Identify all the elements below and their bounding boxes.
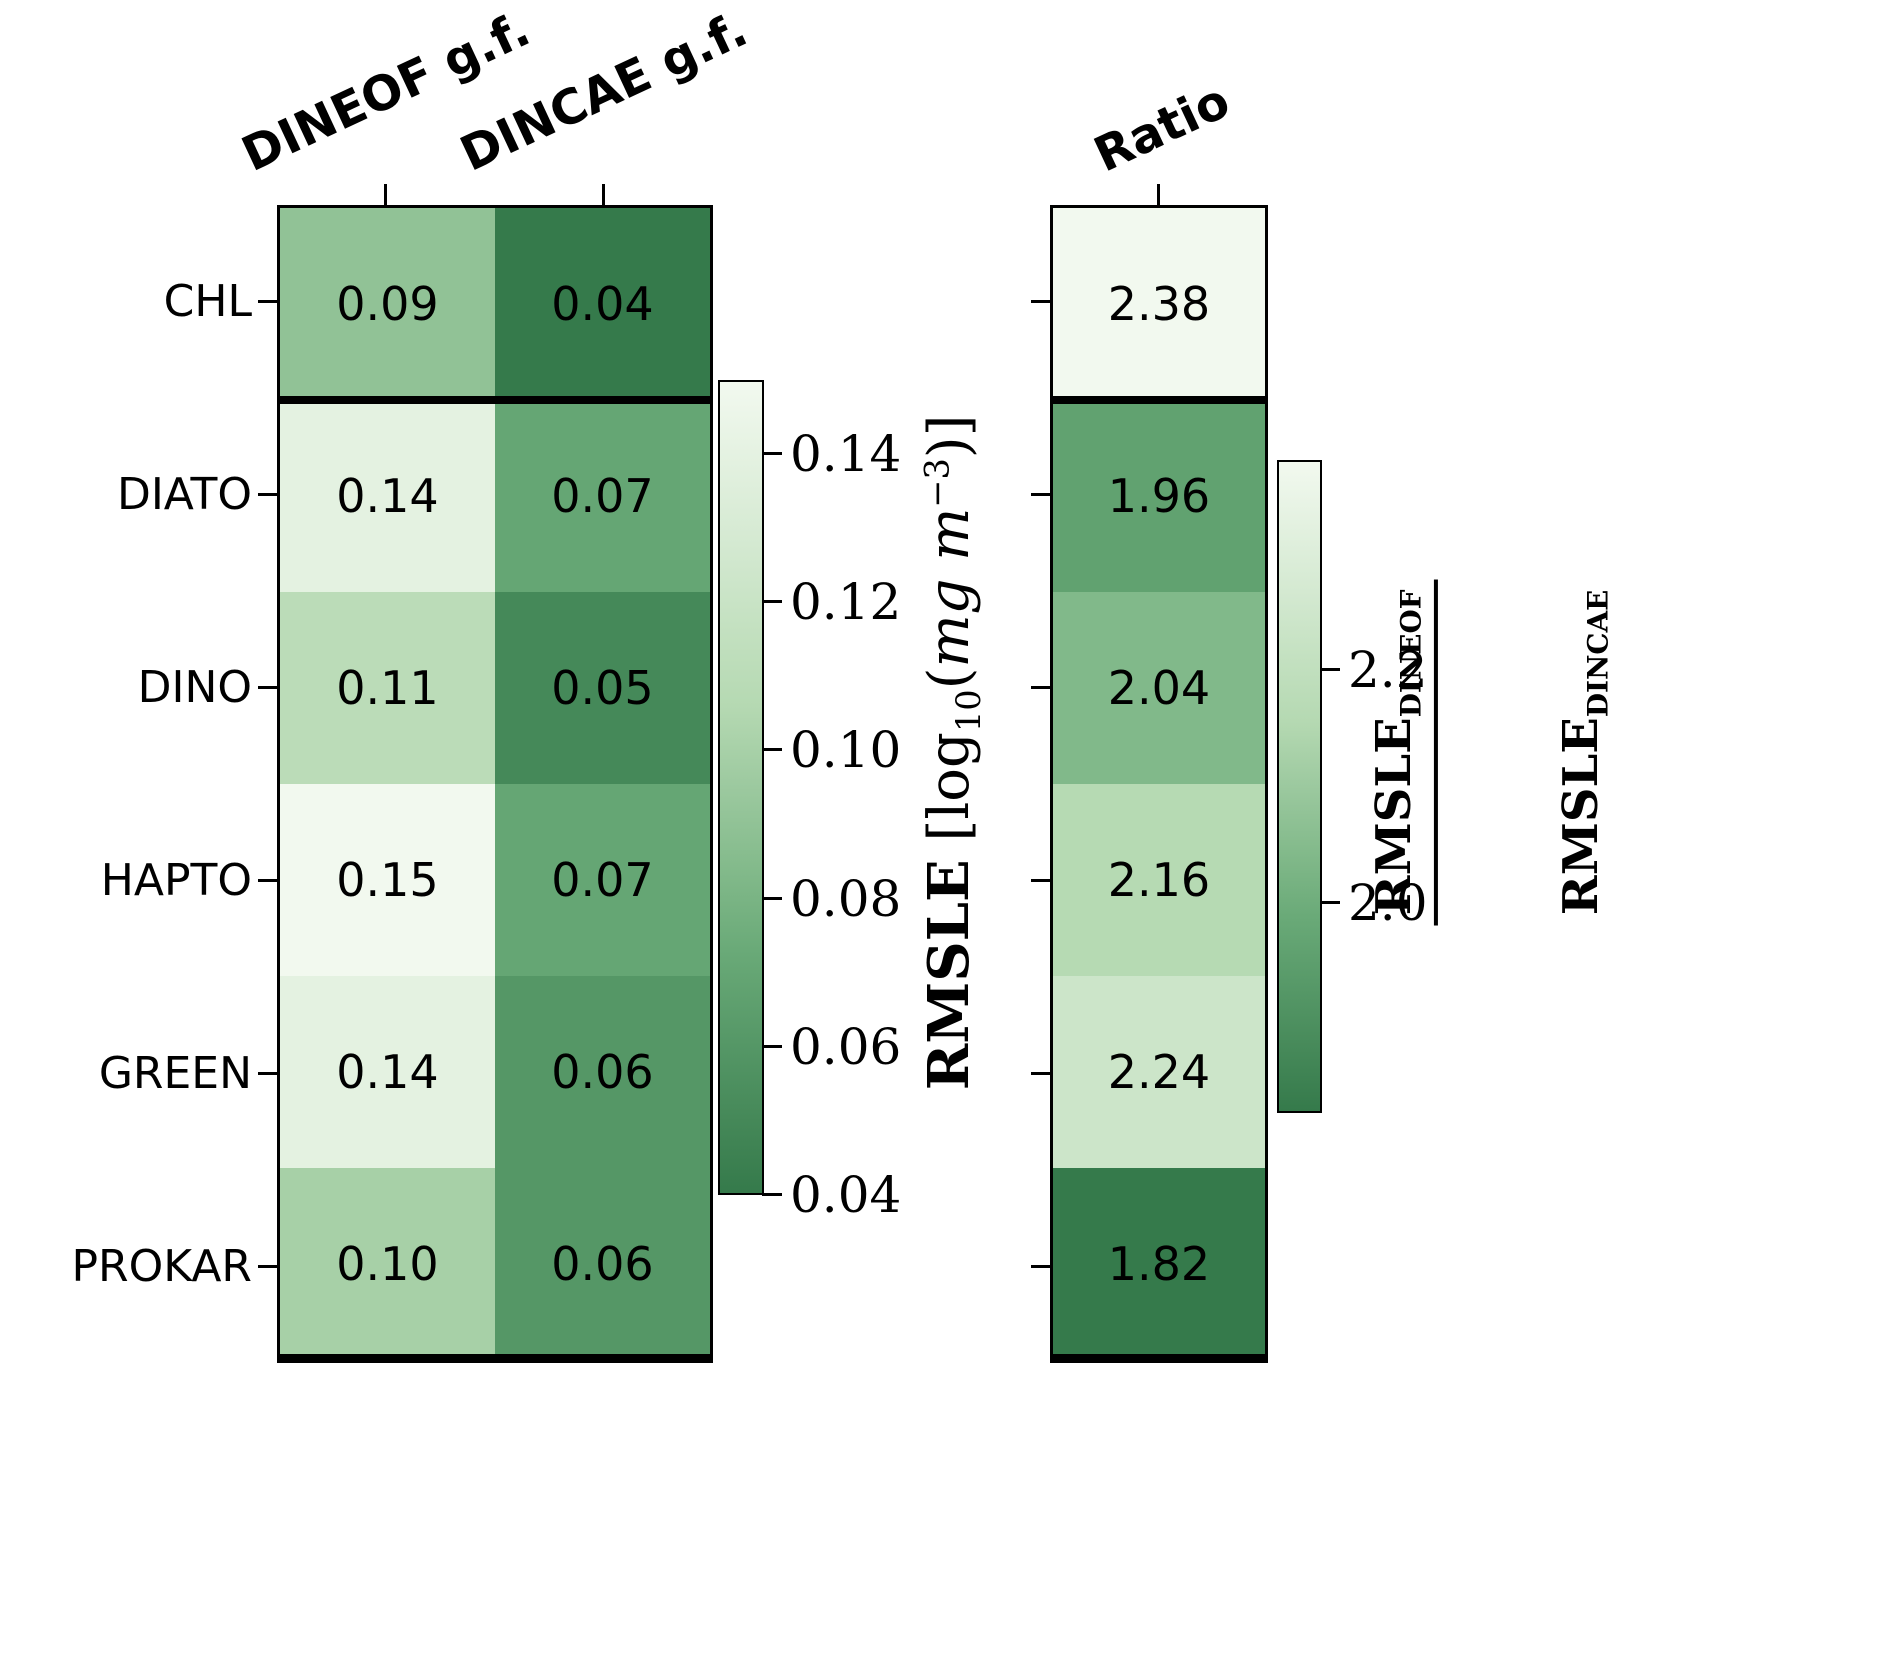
- colorbar-tick: [762, 748, 782, 752]
- rmsle-label-close: )]: [916, 414, 982, 459]
- rmsle-label-unit: mg m: [916, 507, 982, 668]
- heatmap-cell-dino-0: 0.11: [280, 592, 495, 784]
- row-tick: [1031, 1264, 1050, 1268]
- ratio-den-main: RMSLE: [1553, 717, 1610, 916]
- column-tick: [602, 184, 605, 205]
- heatmap-cell-green-0: 2.24: [1053, 976, 1265, 1168]
- colorbar-tick-label: 0.10: [790, 721, 902, 780]
- heatmap-cell-chl-1: 0.04: [495, 208, 710, 400]
- ratio-fraction-denominator: RMSLEDINCAE: [1548, 579, 1615, 925]
- row-label-prokar: PROKAR: [71, 1240, 253, 1292]
- colorbar-tick: [762, 600, 782, 604]
- colorbar-tick: [1320, 901, 1340, 905]
- ratio-fraction: RMSLEDINEOF RMSLEDINCAE: [1257, 579, 1725, 926]
- colorbar-tick: [762, 1193, 782, 1196]
- heatmap-cell-prokar-1: 0.06: [495, 1168, 710, 1360]
- heatmap-cell-diato-0: 1.96: [1053, 400, 1265, 592]
- colorbar-tick-label: 0.04: [790, 1166, 902, 1224]
- column-tick: [384, 184, 387, 205]
- row-tick: [1031, 1071, 1050, 1075]
- row-tick: [258, 492, 277, 496]
- heatmap-cell-diato-1: 0.07: [495, 400, 710, 592]
- rmsle-label-exp: −3: [917, 458, 957, 508]
- heatmap-cell-chl-0: 0.09: [280, 208, 495, 400]
- row-label-chl: CHL: [163, 275, 252, 327]
- colorbar-tick-label: 0.08: [790, 869, 902, 928]
- row-label-dino: DINO: [137, 661, 252, 713]
- row-label-diato: DIATO: [116, 468, 252, 520]
- heatmap-cell-green-0: 0.14: [280, 976, 495, 1168]
- heatmap-cell-dino-1: 0.05: [495, 592, 710, 784]
- rmsle-label-bold: RMSLE: [915, 859, 982, 1091]
- heatmap-cell-chl-0: 2.38: [1053, 208, 1265, 400]
- colorbar-ratio-axis-label: RMSLEDINEOF RMSLEDINCAE: [1192, 579, 1792, 996]
- row-tick: [258, 1264, 277, 1268]
- row-tick: [1031, 685, 1050, 689]
- row-tick: [258, 685, 277, 689]
- rmsle-label-open: [log: [916, 732, 982, 860]
- chl-separator-line: [1053, 396, 1265, 404]
- colorbar-tick: [762, 896, 782, 900]
- row-tick: [258, 878, 277, 882]
- heatmap-cell-prokar-0: 0.10: [280, 1168, 495, 1360]
- colorbar-rmsle: [718, 380, 764, 1195]
- column-tick: [1157, 184, 1160, 205]
- row-label-green: GREEN: [98, 1047, 252, 1099]
- row-tick: [1031, 492, 1050, 496]
- row-tick: [1031, 878, 1050, 882]
- heatmap-cell-prokar-0: 1.82: [1053, 1168, 1265, 1360]
- column-header-ratio-label: Ratio: [1085, 72, 1239, 184]
- row-label-hapto: HAPTO: [100, 854, 252, 906]
- rmsle-label-logsub: 10: [949, 689, 989, 733]
- bottom-border-line: [280, 1354, 710, 1360]
- heatmap-cell-hapto-1: 0.07: [495, 784, 710, 976]
- colorbar-tick: [1320, 667, 1340, 671]
- heatmap-cell-hapto-0: 0.15: [280, 784, 495, 976]
- column-header-ratio: Ratio: [1086, 73, 1238, 184]
- bottom-border-line: [1053, 1354, 1265, 1360]
- colorbar-tick-label: 0.14: [790, 425, 902, 484]
- row-tick: [1031, 299, 1050, 303]
- rmsle-label-paren: (: [916, 667, 982, 690]
- heatmap-cell-green-1: 0.06: [495, 976, 710, 1168]
- heatmap-rmsle: 0.09 0.04 0.14 0.07 0.11 0.05 0.15 0.07 0.14 0.06…: [277, 205, 713, 1363]
- colorbar-tick-label: 2.0: [1348, 874, 1428, 933]
- heatmap-cell-diato-0: 0.14: [280, 400, 495, 592]
- colorbar-tick-label: 0.12: [790, 573, 902, 632]
- ratio-den-sub: DINCAE: [1581, 589, 1615, 718]
- heatmap-ratio: 2.38 1.96 2.04 2.16 2.24 1.82: [1050, 205, 1268, 1363]
- colorbar-tick-label: 0.06: [790, 1017, 902, 1076]
- row-tick: [258, 299, 277, 303]
- colorbar-tick: [762, 452, 782, 456]
- colorbar-tick: [762, 1044, 782, 1048]
- heatmap-cell-dino-0: 2.04: [1053, 592, 1265, 784]
- chl-separator-line: [280, 396, 710, 404]
- row-tick: [258, 1071, 277, 1075]
- colorbar-ratio: [1277, 460, 1322, 1113]
- heatmap-cell-hapto-0: 2.16: [1053, 784, 1265, 976]
- colorbar-tick-label: 2.2: [1348, 640, 1428, 699]
